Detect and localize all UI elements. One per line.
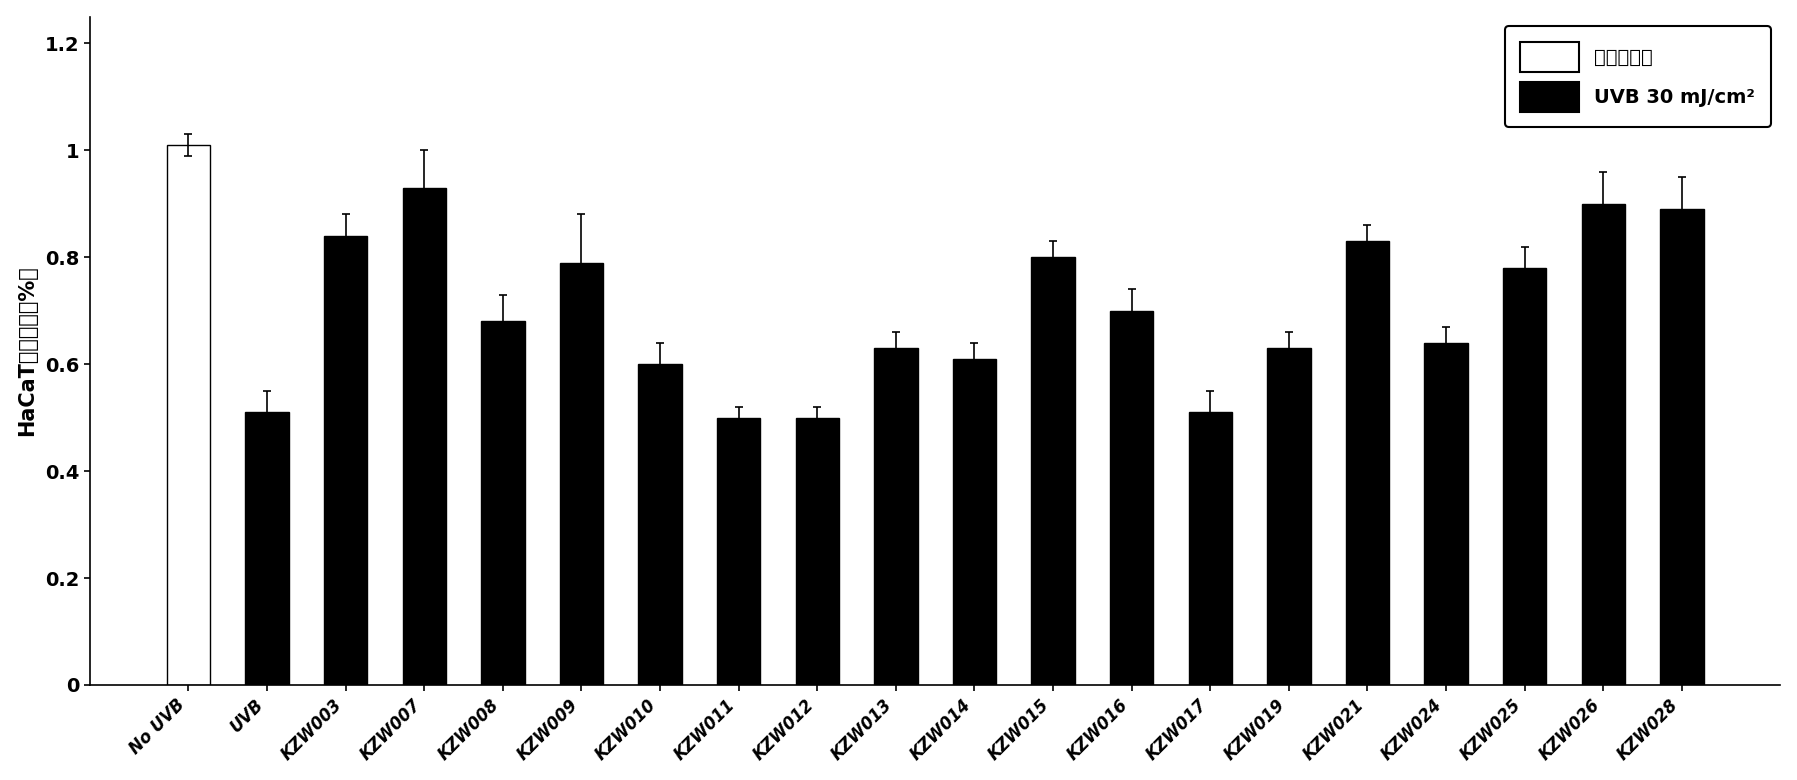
Bar [1660,209,1704,685]
Bar [561,263,604,685]
Bar [323,236,367,685]
Bar [638,364,681,685]
Bar [403,188,446,685]
Bar [875,348,918,685]
Bar [1188,413,1233,685]
Y-axis label: HaCaT细胞活性（%）: HaCaT细胞活性（%） [16,265,36,436]
Bar [167,145,210,685]
Bar [952,359,996,685]
Bar [717,417,760,685]
Bar [1425,342,1468,685]
Bar [1346,241,1389,685]
Bar [482,321,525,685]
Bar [246,413,289,685]
Bar [1267,348,1310,685]
Bar [1581,204,1624,685]
Bar [1111,310,1154,685]
Bar [796,417,839,685]
Legend: 无紫外照射, UVB 30 mJ/cm²: 无紫外照射, UVB 30 mJ/cm² [1504,27,1770,127]
Bar [1031,257,1075,685]
Bar [1502,268,1545,685]
